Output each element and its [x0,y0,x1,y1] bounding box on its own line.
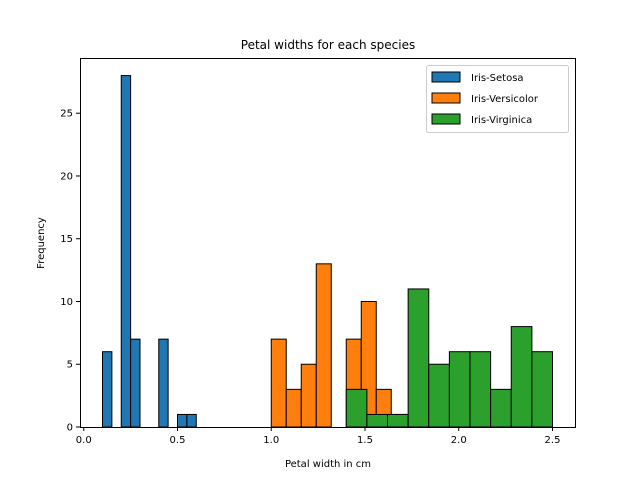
y-tick-label-5: 25 [60,109,73,120]
legend-label-1: Iris-Versicolor [471,94,539,105]
x-axis: 0.0 0.5 1.0 1.5 2.0 2.5 [76,427,561,446]
y-tick-label-0: 0 [67,423,73,434]
bar-iris-virginica-0 [345,388,368,428]
bar-iris-virginica-3 [407,288,430,428]
x-tick-label-0: 0.0 [76,435,92,446]
y-axis-label: Frequency [36,217,47,269]
bars-layer [102,75,554,428]
bar-iris-versicolor-3 [315,263,332,428]
y-tick-label-3: 15 [60,234,73,245]
bar-iris-setosa-3 [130,338,141,428]
bar-iris-virginica-1 [366,413,388,428]
bar-iris-virginica-2 [387,413,409,428]
legend-swatch-1 [431,92,461,104]
bar-iris-versicolor-2 [300,363,317,428]
x-axis-label: Petal width in cm [285,459,371,470]
y-tick-label-1: 5 [67,360,73,371]
bar-iris-setosa-6 [158,338,169,428]
y-tick-label-2: 10 [60,297,73,308]
legend-swatch-2 [431,113,461,125]
bar-iris-setosa-8 [177,413,188,428]
x-tick-label-4: 2.0 [451,435,467,446]
bar-iris-setosa-9 [186,413,197,428]
bar-iris-virginica-7 [490,388,512,428]
chart-title: Petal widths for each species [241,38,415,52]
x-tick-label-5: 2.5 [545,435,561,446]
bar-iris-virginica-4 [428,363,450,428]
bar-iris-virginica-8 [510,326,533,428]
legend: Iris-Setosa Iris-Versicolor Iris-Virginica [426,65,569,133]
plot-frame [80,58,576,428]
x-tick-label-3: 1.5 [357,435,373,446]
bar-iris-versicolor-0 [270,338,287,428]
bar-iris-virginica-9 [531,351,554,428]
bar-iris-setosa-2 [120,75,132,428]
legend-swatch-0 [431,71,461,83]
bar-iris-virginica-5 [448,351,471,428]
legend-box [426,65,569,133]
y-tick-label-4: 20 [60,171,73,182]
x-tick-label-1: 0.5 [170,435,186,446]
y-axis: 0 5 10 15 20 25 [60,109,80,434]
x-tick-label-2: 1.0 [263,435,279,446]
bar-iris-virginica-6 [469,351,492,428]
legend-label-0: Iris-Setosa [471,73,524,84]
bar-iris-versicolor-1 [285,388,302,428]
bar-iris-setosa-0 [102,351,113,428]
legend-label-2: Iris-Virginica [471,115,532,126]
